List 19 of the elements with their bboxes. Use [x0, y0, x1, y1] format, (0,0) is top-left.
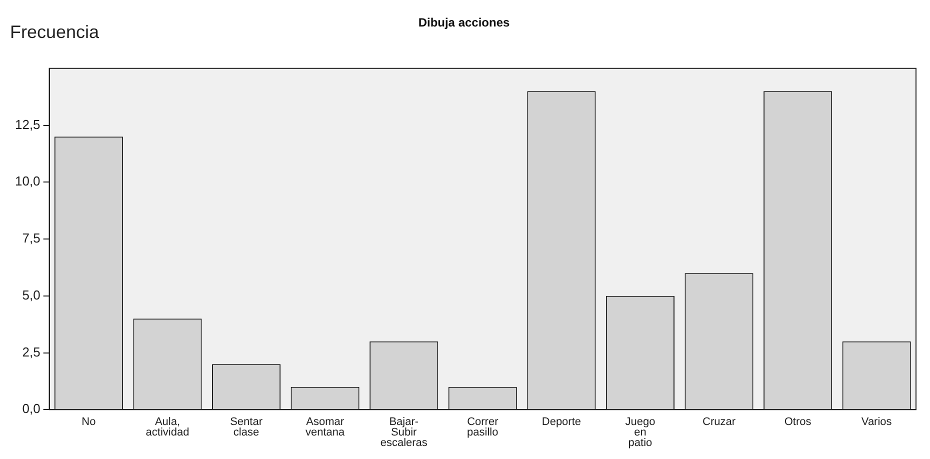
y-tick-label: 5,0 — [22, 287, 40, 302]
x-tick-label: Deporte — [542, 416, 582, 428]
x-tick-label: Cruzar — [702, 416, 736, 428]
y-tick-label: 12,5 — [14, 116, 40, 132]
chart-title: Dibuja acciones — [418, 16, 510, 30]
x-tick-label: Sentar clase — [230, 416, 263, 438]
y-axis-title: Frecuencia — [10, 22, 100, 42]
x-tick-label: Juego en patio — [625, 416, 656, 449]
x-tick-label: Asomar ventana — [305, 416, 346, 438]
x-tick-label: Varios — [861, 416, 892, 428]
y-tick-label: 2,5 — [22, 344, 40, 360]
x-tick-label: No — [82, 416, 96, 428]
x-tick-label: Otros — [784, 416, 812, 428]
y-tick-label: 10,0 — [14, 174, 40, 189]
y-tick-label: 0,0 — [22, 401, 40, 416]
y-tick-label: 7,5 — [22, 230, 40, 246]
x-tick-label: Correr pasillo — [467, 416, 499, 438]
x-tick-label: Aula, actividad — [146, 416, 190, 438]
x-tick-label: Bajar-Subir escaleras — [380, 416, 428, 449]
